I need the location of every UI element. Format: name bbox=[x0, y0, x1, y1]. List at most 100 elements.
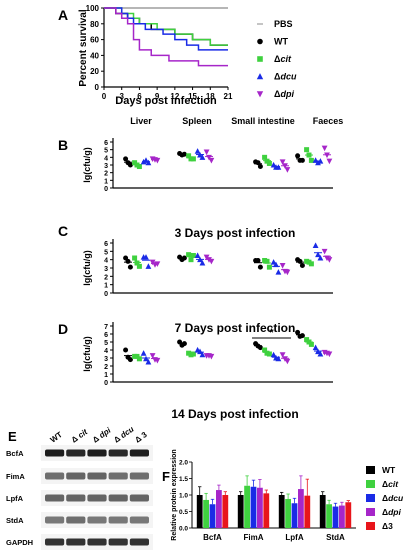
protein-bar-dcu bbox=[250, 486, 257, 528]
cfu-y-tick-label: 0 bbox=[104, 380, 108, 387]
blot-band bbox=[129, 449, 149, 457]
survival-y-tick-label: 40 bbox=[90, 51, 99, 60]
blot-band bbox=[66, 472, 86, 480]
panel-letter-c: C bbox=[58, 223, 68, 239]
legend-name: dcu bbox=[388, 493, 404, 503]
cfu-point-dcu bbox=[199, 351, 206, 358]
cfu-point-cit bbox=[304, 147, 310, 153]
survival-x-tick-label: 3 bbox=[119, 92, 124, 101]
cfu-point-cit bbox=[136, 356, 142, 362]
protein-bar-dcu bbox=[291, 503, 298, 528]
protein-category-label: BcfA bbox=[203, 533, 222, 542]
cfu-point-WT bbox=[123, 347, 129, 353]
protein-bar-dpi bbox=[298, 489, 304, 528]
cfu-point-WT bbox=[295, 153, 301, 159]
cfu-panel-caption: 7 Days post infection bbox=[175, 321, 296, 335]
survival-legend-label: Δdcu bbox=[274, 72, 297, 82]
blot-band bbox=[108, 538, 128, 546]
cfu-point-WT bbox=[257, 164, 263, 170]
legend-delta: Δ bbox=[274, 89, 281, 99]
cfu-y-tick-label: 0 bbox=[104, 291, 108, 298]
protein-bar-d3 bbox=[222, 495, 229, 528]
cfu-point-cit bbox=[262, 347, 268, 353]
protein-y-axis-label: Relative protein expression bbox=[171, 449, 178, 540]
cfu-y-tick-label: 3 bbox=[104, 163, 108, 170]
survival-x-tick-label: 0 bbox=[102, 92, 107, 101]
blot-row-label: BcfA bbox=[6, 449, 24, 458]
cfu-point-dpi bbox=[321, 248, 328, 255]
protein-legend-label: Δdcu bbox=[382, 493, 404, 503]
cfu-point-WT bbox=[257, 264, 263, 270]
lane-delta: Δ bbox=[70, 433, 82, 445]
cfu-point-dcu bbox=[143, 355, 149, 362]
cfu-point-WT bbox=[125, 258, 131, 264]
protein-legend-swatch-dcu bbox=[366, 494, 375, 502]
cfu-point-cit bbox=[306, 152, 312, 158]
legend-delta: Δ bbox=[382, 479, 388, 489]
legend-name: WT bbox=[382, 465, 396, 475]
cfu-point-dpi bbox=[208, 353, 215, 360]
blot-band bbox=[129, 516, 149, 524]
cfu-point-WT bbox=[295, 329, 301, 335]
cfu-point-dcu bbox=[315, 251, 321, 258]
protein-bar-WT bbox=[237, 495, 244, 528]
protein-bar-dcu bbox=[209, 504, 216, 528]
cfu-point-dpi bbox=[324, 255, 330, 262]
protein-y-tick-label: 0.0 bbox=[179, 526, 188, 533]
lane-delta: Δ bbox=[112, 433, 124, 445]
protein-bar-dcu bbox=[332, 506, 339, 528]
blot-band bbox=[108, 449, 128, 457]
cfu-point-WT bbox=[299, 333, 305, 339]
legend-delta: Δ bbox=[382, 521, 388, 531]
blot-band bbox=[108, 516, 128, 524]
protein-bar-WT bbox=[196, 495, 203, 528]
blot-band bbox=[108, 494, 128, 502]
cfu-point-dcu bbox=[315, 348, 321, 355]
legend-name: dcu bbox=[280, 72, 297, 82]
cfu-point-dcu bbox=[197, 348, 203, 355]
cfu-y-tick-label: 4 bbox=[104, 348, 108, 355]
blot-band bbox=[129, 538, 149, 546]
panel-letter-b: B bbox=[58, 137, 68, 153]
survival-y-tick-label: 80 bbox=[90, 20, 99, 29]
cfu-point-dpi bbox=[324, 152, 330, 159]
cfu-point-dcu bbox=[199, 154, 206, 160]
cfu-y-tick-label: 3 bbox=[104, 266, 108, 273]
legend-delta: Δ bbox=[382, 493, 388, 503]
protein-bar-WT bbox=[278, 495, 285, 528]
cfu-point-dpi bbox=[326, 351, 333, 358]
cfu-point-dcu bbox=[275, 355, 282, 362]
cfu-point-cit bbox=[308, 261, 314, 267]
cfu-point-cit bbox=[266, 264, 272, 270]
cfu-point-WT bbox=[257, 345, 263, 351]
survival-curve-dpi bbox=[104, 7, 228, 67]
cfu-y-tick-label: 2 bbox=[104, 274, 108, 281]
protein-bar-cit bbox=[326, 504, 332, 528]
cfu-point-dpi bbox=[284, 167, 291, 173]
cfu-point-dpi bbox=[279, 352, 286, 358]
survival-legend-label: Δcit bbox=[274, 54, 292, 64]
survival-y-tick-label: 0 bbox=[95, 83, 100, 92]
blot-row-label: LpfA bbox=[6, 494, 24, 503]
cfu-y-tick-label: 4 bbox=[104, 155, 108, 162]
cfu-point-dcu bbox=[275, 164, 282, 170]
cfu-point-cit bbox=[266, 160, 272, 166]
blot-row-label: GAPDH bbox=[6, 538, 33, 547]
cfu-point-dpi bbox=[321, 145, 328, 152]
cfu-point-dcu bbox=[194, 148, 201, 154]
survival-legend-label: PBS bbox=[274, 19, 293, 29]
cfu-point-dpi bbox=[154, 157, 161, 164]
cfu-point-dcu bbox=[312, 344, 319, 351]
cfu-point-cit bbox=[186, 153, 192, 159]
cfu-y-axis-label: lg(cfu/g) bbox=[82, 336, 92, 372]
survival-y-tick-label: 60 bbox=[90, 36, 99, 45]
cfu-point-dcu bbox=[270, 259, 277, 265]
blot-band bbox=[87, 494, 107, 502]
blot-band bbox=[66, 449, 86, 457]
blot-lane-label: Δ dcu bbox=[112, 424, 135, 444]
blot-row-label: FimA bbox=[6, 472, 25, 481]
cfu-point-cit bbox=[188, 257, 194, 263]
legend-delta: Δ bbox=[274, 54, 281, 64]
protein-bar-dpi bbox=[257, 487, 263, 528]
